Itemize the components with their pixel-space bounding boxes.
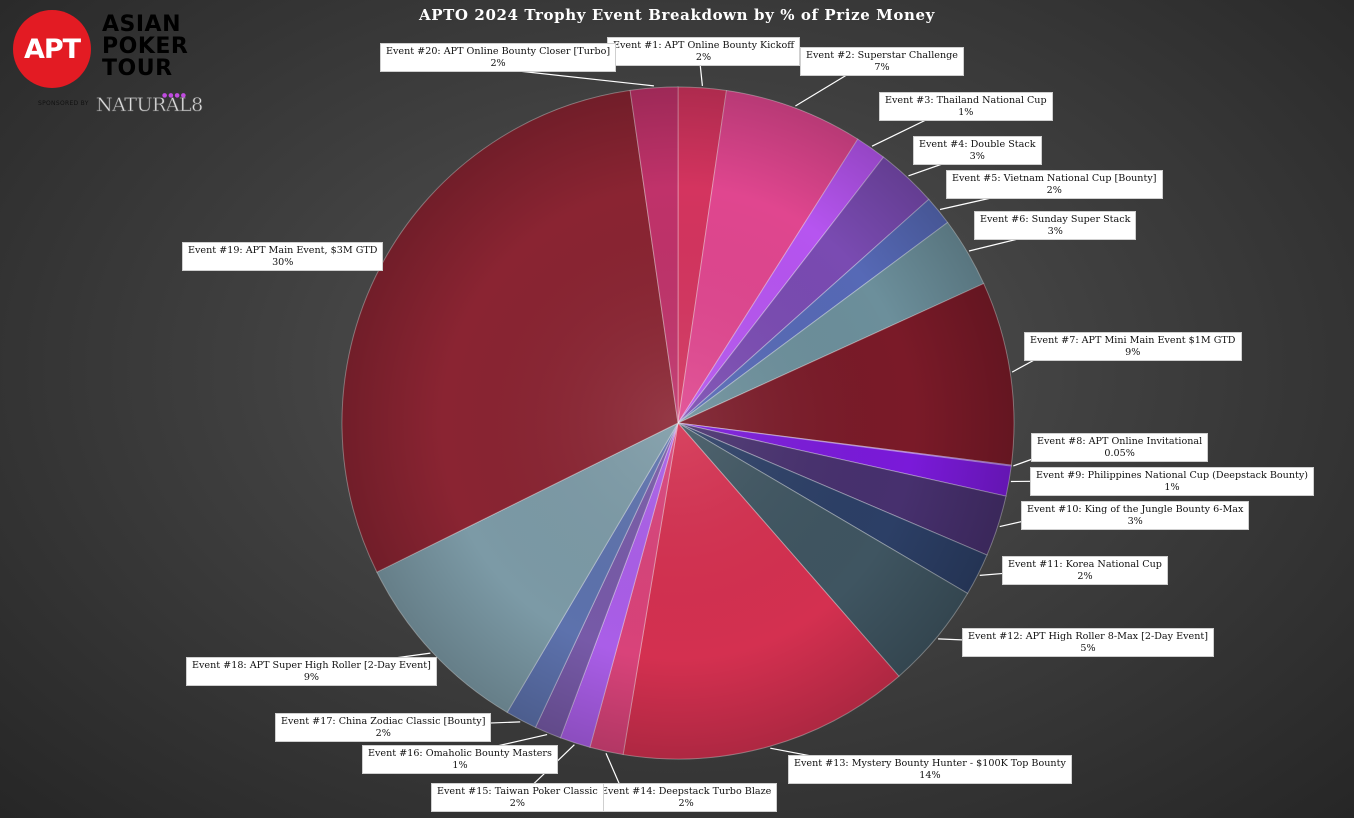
slice-label: Event #10: King of the Jungle Bounty 6-M…	[1021, 501, 1250, 530]
slice-label: Event #17: China Zodiac Classic [Bounty]…	[275, 713, 492, 742]
leader-line	[795, 72, 851, 107]
slice-label-name: Event #4: Double Stack	[919, 139, 1036, 150]
slice-label: Event #13: Mystery Bounty Hunter - $100K…	[788, 755, 1072, 784]
slice-label-name: Event #1: APT Online Bounty Kickoff	[613, 40, 795, 51]
slice-label-percent: 2%	[695, 52, 712, 63]
slice-label-name: Event #9: Philippines National Cup (Deep…	[1036, 470, 1309, 481]
slice-label: Event #11: Korea National Cup 2%	[1002, 556, 1168, 585]
apt-badge: APT	[13, 10, 91, 88]
slice-label-name: Event #12: APT High Roller 8-Max [2-Day …	[968, 631, 1208, 642]
slice-label-name: Event #17: China Zodiac Classic [Bounty]	[281, 716, 486, 727]
slice-label: Event #3: Thailand National Cup 1%	[879, 92, 1053, 121]
slice-label-percent: 14%	[919, 770, 941, 781]
slice-label: Event #16: Omaholic Bounty Masters 1%	[362, 745, 558, 774]
slice-label: Event #6: Sunday Super Stack 3%	[974, 211, 1137, 240]
slice-label: Event #18: APT Super High Roller [2-Day …	[186, 657, 437, 686]
slice-label-percent: 3%	[1127, 516, 1143, 527]
slice-label: Event #7: APT Mini Main Event $1M GTD 9%	[1024, 332, 1242, 361]
slice-label-name: Event #3: Thailand National Cup	[885, 95, 1047, 106]
slice-label-name: Event #13: Mystery Bounty Hunter - $100K…	[794, 758, 1066, 769]
natural8-logo: NATURAL8	[96, 94, 204, 117]
slice-label-name: Event #7: APT Mini Main Event $1M GTD	[1030, 335, 1236, 346]
slice-label-percent: 1%	[452, 760, 468, 771]
sponsored-by-text: SPONSORED BY	[38, 100, 89, 107]
slice-label-percent: 2%	[509, 798, 525, 809]
slice-label-percent: 2%	[490, 58, 506, 69]
slice-label: Event #5: Vietnam National Cup [Bounty] 2…	[946, 170, 1163, 199]
slice-label-percent: 3%	[969, 151, 985, 162]
natural8-dots-icon: ●●●●	[162, 92, 187, 99]
slice-label: Event #4: Double Stack 3%	[913, 136, 1042, 165]
slice-label-name: Event #5: Vietnam National Cup [Bounty]	[952, 173, 1157, 184]
slice-label-percent: 1%	[1164, 482, 1180, 493]
slice-label-percent: 30%	[272, 257, 294, 268]
slice-label-percent: 1%	[958, 107, 974, 118]
slice-label-name: Event #18: APT Super High Roller [2-Day …	[192, 660, 431, 671]
slice-label-name: Event #15: Taiwan Poker Classic	[437, 786, 598, 797]
slice-label: Event #19: APT Main Event, $3M GTD 30%	[182, 242, 384, 271]
slice-label-name: Event #10: King of the Jungle Bounty 6-M…	[1027, 504, 1244, 515]
slice-label-name: Event #2: Superstar Challenge	[806, 50, 958, 61]
slice-label: Event #2: Superstar Challenge 7%	[800, 47, 964, 76]
logo-line-tour: TOUR	[102, 56, 173, 81]
slice-label: Event #1: APT Online Bounty Kickoff 2%	[607, 37, 801, 66]
slice-label-name: Event #8: APT Online Invitational	[1037, 436, 1203, 447]
apt-logo: APT ASIAN POKER TOUR SPONSORED BY NATURA…	[10, 8, 210, 123]
slice-label-name: Event #11: Korea National Cup	[1008, 559, 1162, 570]
slice-label: Event #14: Deepstack Turbo Blaze 2%	[595, 783, 778, 812]
slice-label-name: Event #19: APT Main Event, $3M GTD	[188, 245, 378, 256]
slice-label-percent: 5%	[1080, 643, 1096, 654]
slice-label-percent: 0.05%	[1104, 448, 1135, 459]
slice-label-percent: 3%	[1047, 226, 1063, 237]
slice-label-name: Event #6: Sunday Super Stack	[980, 214, 1131, 225]
slice-label-percent: 2%	[1077, 571, 1093, 582]
slice-label-percent: 2%	[678, 798, 694, 809]
slice-label-percent: 2%	[1046, 185, 1062, 196]
slice-label: Event #20: APT Online Bounty Closer [Tur…	[380, 43, 617, 72]
slice-label: Event #12: APT High Roller 8-Max [2-Day …	[962, 628, 1214, 657]
logo-line-asian: ASIAN	[102, 12, 181, 37]
slice-label-percent: 9%	[1125, 347, 1141, 358]
leader-line	[699, 62, 703, 86]
chart-title: APTO 2024 Trophy Event Breakdown by % of…	[419, 6, 935, 24]
slice-label: Event #15: Taiwan Poker Classic 2%	[431, 783, 604, 812]
leader-line	[871, 117, 931, 147]
slice-label-percent: 9%	[303, 672, 320, 683]
slice-label-name: Event #20: APT Online Bounty Closer [Tur…	[386, 46, 611, 57]
slice-label: Event #8: APT Online Invitational 0.05%	[1031, 433, 1209, 462]
slice-label-percent: 2%	[375, 728, 391, 739]
slice-label: Event #9: Philippines National Cup (Deep…	[1030, 467, 1315, 496]
logo-line-poker: POKER	[102, 34, 189, 59]
slice-label-percent: 7%	[874, 62, 890, 73]
slice-label-name: Event #16: Omaholic Bounty Masters	[368, 748, 552, 759]
slice-label-name: Event #14: Deepstack Turbo Blaze	[601, 786, 772, 797]
